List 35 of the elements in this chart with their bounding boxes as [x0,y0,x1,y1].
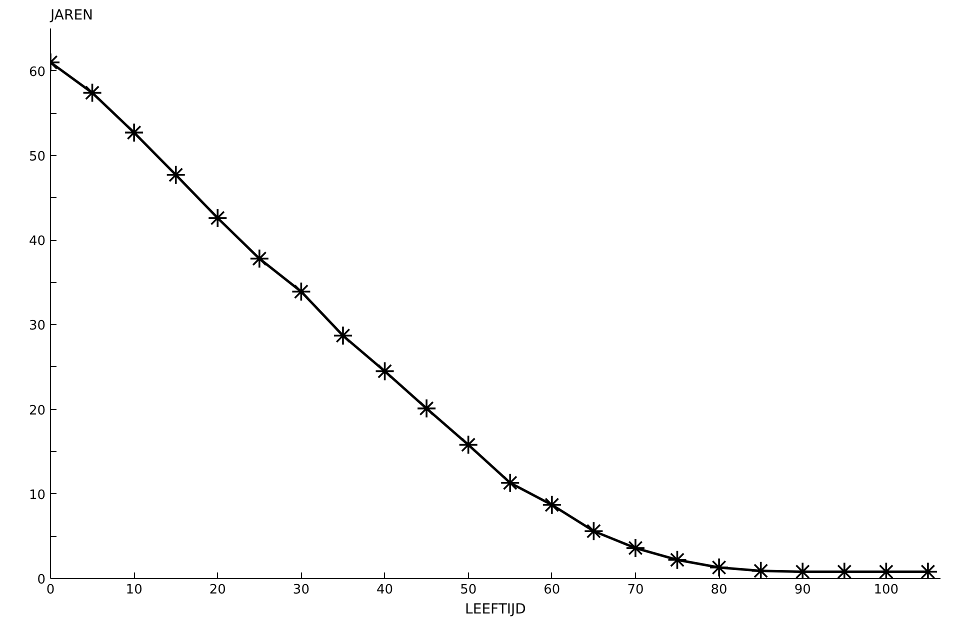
y-tick-label: 0 [37,572,46,588]
x-tick-label: 70 [627,582,644,598]
point [458,434,478,455]
x-tick-label: 60 [544,582,560,598]
x-tick-label: 10 [126,582,142,598]
point [667,550,688,570]
point [250,248,270,269]
point [416,398,436,418]
y-tick-label: 20 [28,403,46,418]
y-tick-label: 10 [28,488,46,503]
point [542,494,562,515]
point [584,521,604,542]
point [333,326,353,346]
point [166,164,186,185]
point [208,208,228,228]
x-tick-label: 100 [874,582,899,598]
y-tick-label: 50 [28,149,46,164]
y-tick-label: 40 [28,234,46,250]
point [291,282,312,302]
y-axis-title: JAREN [50,8,94,24]
point [500,472,520,493]
point [124,122,144,142]
point [709,558,729,578]
x-tick-label: 20 [209,582,226,598]
x-tick-label: 50 [460,582,477,598]
point [626,538,646,558]
y-tick-label: 30 [28,318,46,334]
x-tick-label: 40 [376,582,394,598]
x-tick-label: 30 [292,582,310,598]
point [374,361,395,382]
point [82,82,102,103]
x-axis-title: LEEFTIJD [465,602,526,618]
x-tick-label: 80 [710,582,728,598]
y-tick-label: 60 [28,64,46,80]
x-tick-label: 90 [794,582,811,598]
